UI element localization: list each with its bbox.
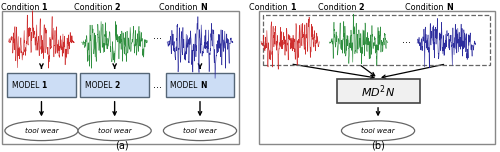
Text: MODEL: MODEL (85, 81, 114, 90)
Text: MODEL: MODEL (12, 81, 42, 90)
Text: 2: 2 (114, 81, 120, 90)
Text: N: N (200, 3, 207, 12)
Text: 1: 1 (290, 3, 296, 12)
FancyBboxPatch shape (8, 73, 76, 97)
Text: 2: 2 (358, 3, 364, 12)
Text: MODEL: MODEL (170, 81, 200, 90)
Text: N: N (446, 3, 453, 12)
Text: tool wear: tool wear (24, 128, 58, 134)
FancyBboxPatch shape (336, 79, 419, 103)
Text: ...: ... (153, 31, 162, 41)
Text: (a): (a) (115, 140, 129, 150)
Text: ...: ... (153, 80, 162, 90)
Text: $\mathit{MD}^2\mathit{N}$: $\mathit{MD}^2\mathit{N}$ (361, 83, 395, 100)
Text: 1: 1 (42, 3, 47, 12)
Text: Condition: Condition (318, 3, 358, 12)
FancyBboxPatch shape (2, 11, 239, 144)
Text: tool wear: tool wear (361, 128, 395, 134)
Text: 2: 2 (114, 3, 120, 12)
FancyBboxPatch shape (166, 73, 234, 97)
Ellipse shape (78, 121, 151, 141)
FancyBboxPatch shape (80, 73, 149, 97)
Ellipse shape (5, 121, 78, 141)
Ellipse shape (164, 121, 236, 141)
Text: Condition: Condition (250, 3, 290, 12)
Text: tool wear: tool wear (183, 128, 217, 134)
Text: N: N (200, 81, 206, 90)
Ellipse shape (342, 121, 414, 141)
Text: (b): (b) (371, 140, 385, 150)
Text: Condition: Condition (406, 3, 446, 12)
Text: Condition: Condition (74, 3, 114, 12)
Text: 1: 1 (42, 81, 46, 90)
Text: tool wear: tool wear (98, 128, 132, 134)
Text: ...: ... (402, 35, 410, 45)
FancyBboxPatch shape (258, 11, 495, 144)
Text: Condition: Condition (159, 3, 200, 12)
Text: Condition: Condition (0, 3, 42, 12)
